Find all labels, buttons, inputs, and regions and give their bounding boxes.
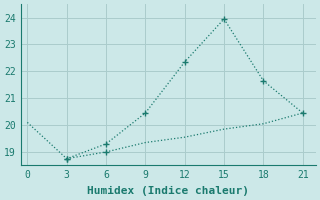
X-axis label: Humidex (Indice chaleur): Humidex (Indice chaleur) — [87, 186, 249, 196]
